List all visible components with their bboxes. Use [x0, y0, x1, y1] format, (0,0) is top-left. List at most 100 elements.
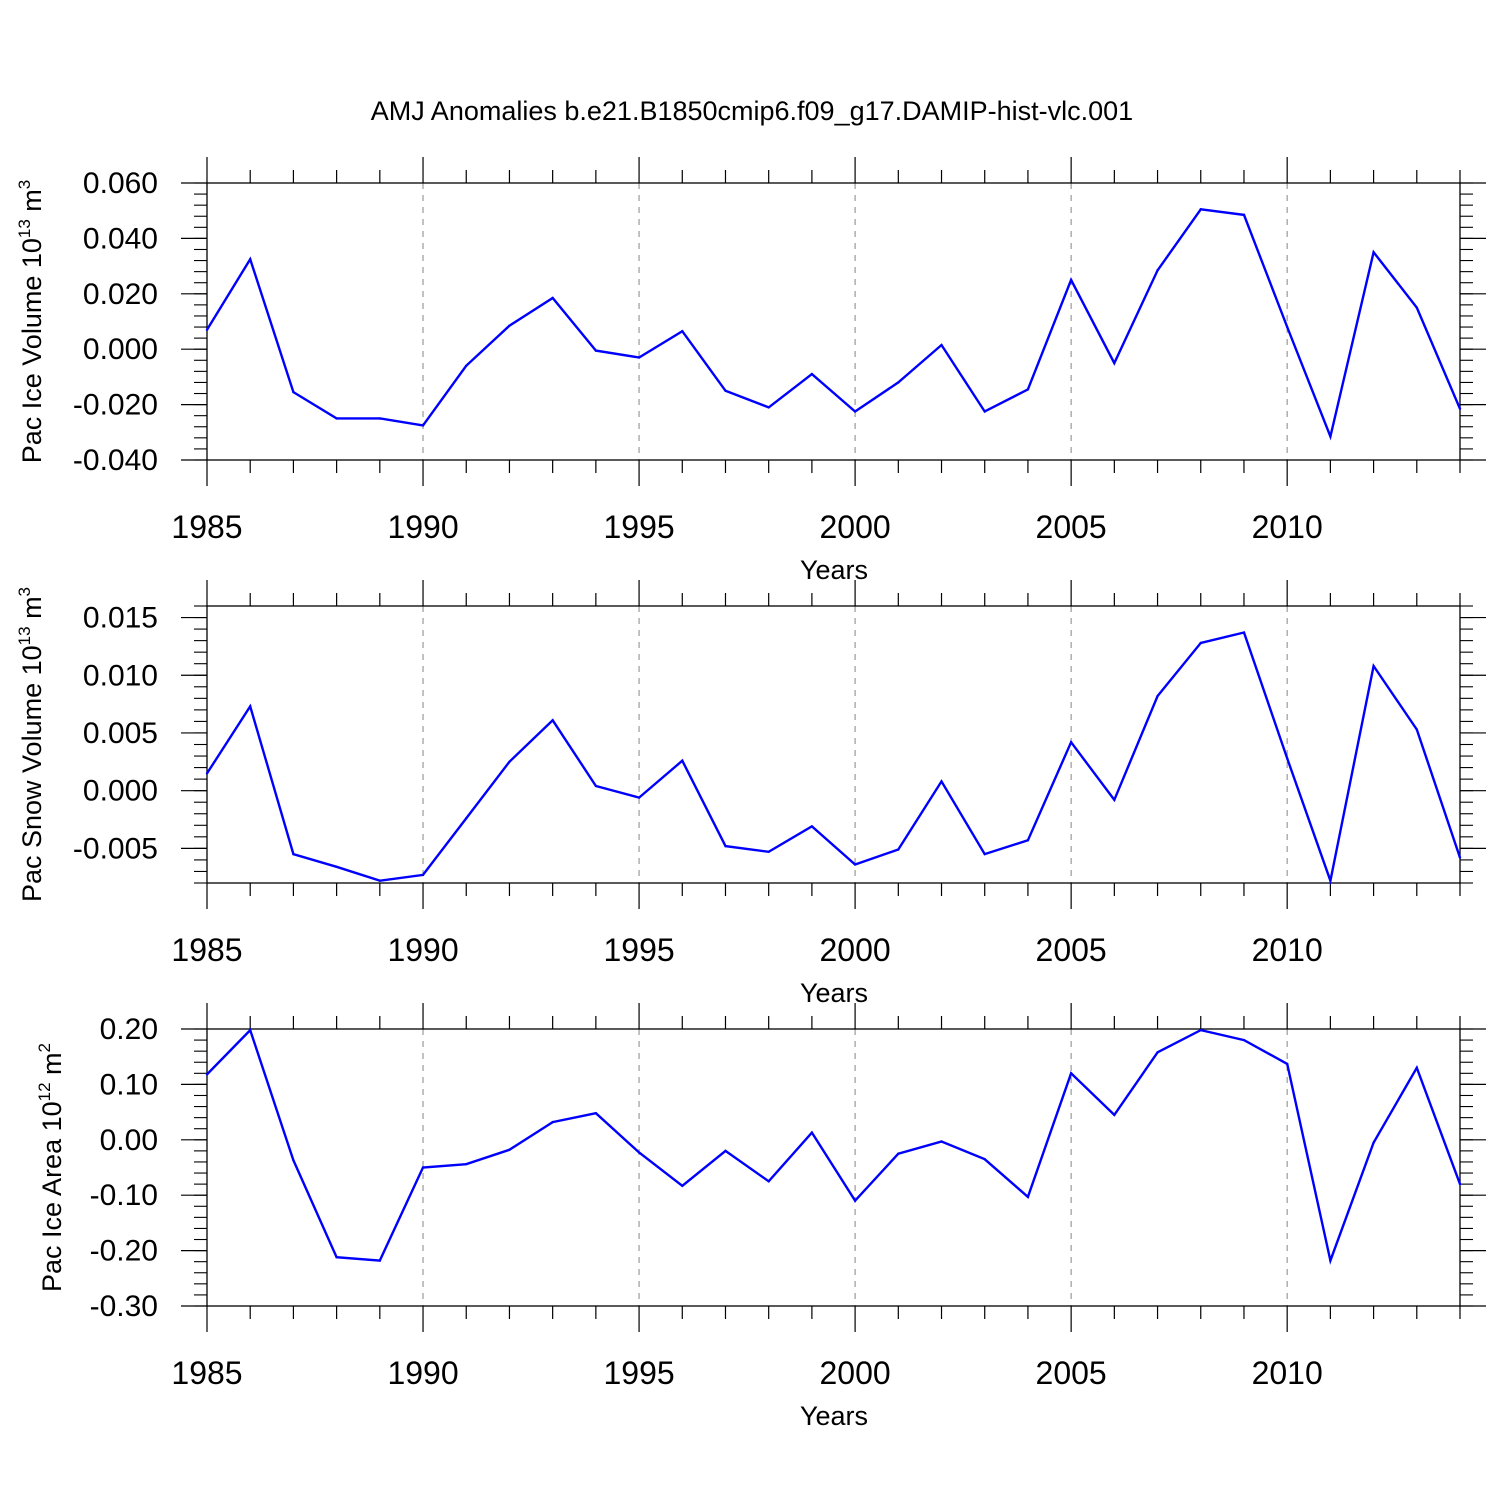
data-point-1994: [594, 349, 598, 352]
data-point-1990: [421, 1166, 425, 1169]
data-point-2008: [1199, 641, 1202, 645]
data-point-1998: [767, 1180, 770, 1183]
data-point-1987: [292, 852, 295, 856]
x-tick-label: 1995: [603, 509, 674, 545]
panel-2: 0.015 0.010 0.005 0.000 -0.005 1985 1990 1995 20…: [15, 580, 1486, 1008]
data-point-2002: [940, 780, 943, 783]
data-point-2012: [1372, 1141, 1375, 1144]
data-point-1986: [249, 1028, 252, 1032]
data-point-1996: [681, 1184, 684, 1187]
x-tick-label: 2005: [1036, 1355, 1107, 1391]
y-axis-label: Pac Ice Area 1012 m2: [35, 1043, 67, 1292]
plot-frame: [206, 605, 1461, 884]
x-tick-label: 1985: [171, 932, 242, 968]
y-tick-label: 0.040: [83, 222, 158, 255]
data-point-2007: [1156, 694, 1159, 698]
y-tick-label: 0.020: [83, 278, 158, 311]
panels: 0.060 0.040 0.020 0.000 -0.020 -0.040 1985 1990…: [15, 157, 1486, 1431]
y-axis-label: Pac Snow Volume 1013 m3: [15, 587, 47, 902]
data-point-2008: [1199, 1028, 1202, 1032]
data-point-2005: [1069, 278, 1073, 282]
data-point-1995: [637, 1151, 641, 1154]
x-tick-label: 2000: [820, 509, 891, 545]
x-axis-label: Years: [800, 555, 868, 585]
data-point-2010: [1285, 325, 1289, 329]
data-point-2014: [1458, 856, 1462, 859]
series-line: [205, 208, 1462, 441]
x-tick-label: 1995: [603, 1355, 674, 1391]
data-point-2010: [1285, 1062, 1289, 1066]
data-point-2011: [1329, 879, 1332, 882]
data-point-1992: [508, 1148, 511, 1151]
data-point-1998: [767, 406, 770, 409]
data-point-1997: [724, 844, 727, 848]
data-point-1991: [465, 364, 468, 368]
data-point-2000: [853, 410, 857, 413]
data-point-2001: [897, 381, 900, 384]
data-point-1987: [292, 1159, 295, 1162]
y-tick-label: -0.30: [90, 1290, 158, 1323]
data-point-1995: [637, 796, 641, 799]
data-point-1990: [421, 424, 425, 427]
data-point-1992: [508, 324, 511, 327]
data-point-2007: [1156, 269, 1159, 272]
data-point-2009: [1242, 631, 1246, 634]
data-point-2013: [1415, 1066, 1418, 1069]
x-tick-label: 1985: [171, 1355, 242, 1391]
data-point-2014: [1458, 1182, 1462, 1186]
y-tick-label: 0.00: [100, 1124, 158, 1157]
data-point-2014: [1458, 407, 1462, 410]
data-point-2005: [1069, 1072, 1073, 1075]
y-tick-label: 0.060: [83, 167, 158, 200]
x-tick-label: 2010: [1252, 932, 1323, 968]
data-point-1993: [551, 719, 554, 722]
data-point-2011: [1329, 1259, 1332, 1262]
data-point-2003: [983, 1157, 986, 1161]
x-axis-label: Years: [800, 978, 868, 1008]
data-point-1986: [249, 705, 252, 708]
data-point-2008: [1199, 208, 1202, 211]
data-point-1988: [335, 1256, 338, 1259]
data-point-1991: [465, 1162, 468, 1166]
x-tick-label: 1985: [171, 509, 242, 545]
data-point-2001: [897, 848, 900, 851]
data-point-1998: [767, 850, 770, 854]
data-point-2009: [1242, 1038, 1246, 1042]
data-point-2002: [940, 1140, 943, 1143]
data-point-1995: [637, 356, 641, 359]
data-point-1999: [810, 372, 814, 376]
data-point-1994: [594, 1112, 598, 1115]
data-point-2010: [1285, 757, 1289, 760]
data-point-1996: [681, 329, 684, 333]
data-point-1988: [335, 417, 338, 420]
data-point-2000: [853, 1199, 857, 1202]
data-point-1991: [465, 817, 468, 820]
data-point-1989: [378, 417, 382, 420]
data-point-1989: [378, 1259, 382, 1262]
series-line: [205, 631, 1462, 886]
series-line: [206, 1027, 1462, 1265]
data-point-1988: [335, 865, 338, 869]
data-point-1997: [724, 389, 727, 392]
x-tick-label: 1990: [387, 1355, 458, 1391]
y-tick-label: -0.10: [90, 1179, 158, 1212]
chart-title: AMJ Anomalies b.e21.B1850cmip6.f09_g17.D…: [371, 96, 1133, 126]
y-tick-label: 0.10: [100, 1068, 158, 1101]
data-point-2002: [940, 343, 943, 347]
panel-3: 0.20 0.10 0.00 -0.10 -0.20 -0.30 1985 1990 1995 2…: [35, 1003, 1486, 1431]
plot-frame: [206, 182, 1461, 461]
data-point-1993: [551, 296, 554, 300]
x-tick-label: 2005: [1036, 932, 1107, 968]
y-tick-label: 0.000: [83, 775, 158, 808]
data-point-2006: [1113, 361, 1116, 365]
data-point-2004: [1026, 1195, 1030, 1199]
y-tick-label: -0.005: [73, 832, 158, 865]
y-tick-label: 0.005: [83, 717, 158, 750]
data-point-1992: [508, 760, 511, 764]
data-point-2004: [1026, 839, 1030, 842]
panel-1: 0.060 0.040 0.020 0.000 -0.020 -0.040 1985 1990…: [15, 157, 1486, 585]
data-point-1999: [810, 1131, 814, 1134]
x-axis-label: Years: [800, 1401, 868, 1431]
data-point-1985: [205, 328, 209, 332]
